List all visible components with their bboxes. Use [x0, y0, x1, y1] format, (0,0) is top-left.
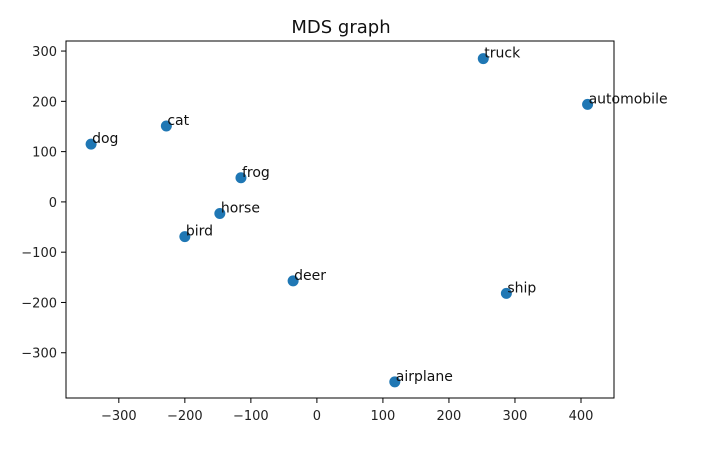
y-tick-label: 100: [32, 146, 57, 161]
data-point-dog: [85, 138, 97, 150]
point-label-bird: bird: [186, 224, 213, 240]
x-tick-label: −100: [233, 409, 269, 424]
data-point-horse: [214, 207, 226, 219]
y-tick-label: 300: [32, 45, 57, 60]
data-point-cat: [160, 120, 172, 132]
x-tick-label: 0: [313, 409, 321, 424]
point-label-dog: dog: [92, 131, 118, 147]
plot-area: [65, 40, 615, 399]
point-label-airplane: airplane: [396, 369, 453, 385]
x-tick-label: 200: [437, 409, 462, 424]
chart-title: MDS graph: [291, 17, 390, 38]
data-point-truck: [477, 53, 489, 65]
data-point-deer: [287, 275, 299, 287]
x-tick-label: −200: [167, 409, 203, 424]
point-label-ship: ship: [507, 280, 536, 296]
y-tick-label: −100: [21, 246, 57, 261]
point-label-automobile: automobile: [589, 91, 668, 107]
x-tick-label: 300: [503, 409, 528, 424]
x-axis: −300 −200 −100 0 100 200 300 400: [101, 398, 593, 424]
data-point-automobile: [582, 98, 594, 110]
data-point-ship: [500, 287, 512, 299]
data-point-bird: [179, 231, 191, 243]
point-label-frog: frog: [242, 165, 270, 181]
x-tick-label: 400: [569, 409, 594, 424]
point-label-cat: cat: [167, 113, 189, 129]
y-tick-label: −200: [21, 296, 57, 311]
data-point-airplane: [389, 376, 401, 388]
point-label-horse: horse: [221, 200, 260, 216]
x-tick-label: −300: [101, 409, 137, 424]
point-labels: truck automobile cat dog frog horse bird deer sh…: [92, 46, 668, 385]
y-tick-label: −300: [21, 347, 57, 362]
y-tick-label: 200: [32, 95, 57, 110]
point-label-deer: deer: [294, 268, 326, 284]
x-tick-label: 100: [371, 409, 396, 424]
point-label-truck: truck: [484, 46, 521, 62]
scatter-points: [85, 53, 594, 388]
y-tick-label: 0: [49, 196, 57, 211]
data-point-frog: [235, 172, 247, 184]
y-axis: −300 −200 −100 0 100 200 300: [21, 45, 66, 362]
